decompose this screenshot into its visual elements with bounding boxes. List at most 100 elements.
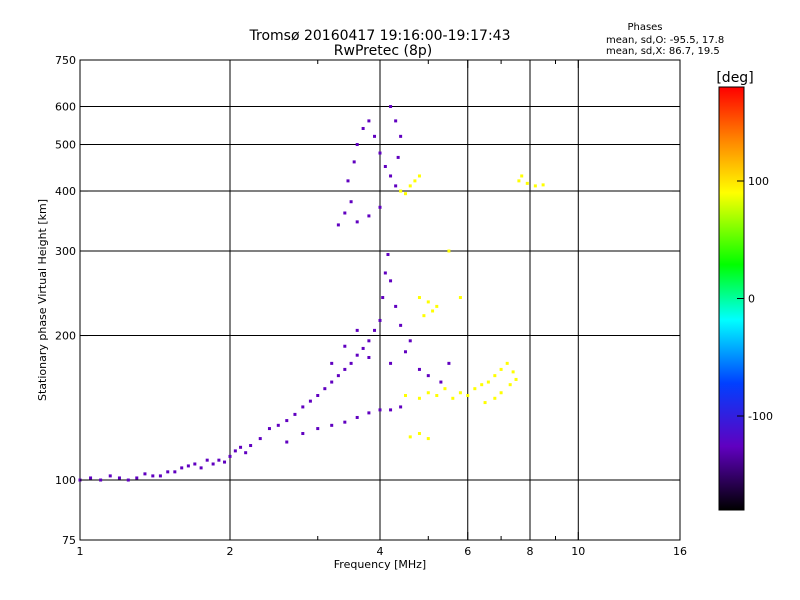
x-mode-point [533, 184, 537, 188]
x-mode-point [473, 387, 477, 391]
o-mode-point [349, 200, 353, 204]
x-mode-point [493, 396, 497, 400]
o-mode-point [193, 462, 197, 466]
o-mode-point [417, 367, 421, 371]
o-mode-point [293, 412, 297, 416]
o-mode-point [173, 470, 177, 474]
x-mode-point [480, 383, 484, 387]
y-tick-label: 100 [55, 474, 76, 487]
o-mode-point [367, 355, 371, 359]
o-mode-point [367, 119, 371, 123]
x-mode-point [493, 374, 497, 378]
o-mode-point [389, 174, 393, 178]
y-tick-label: 75 [62, 534, 76, 547]
o-mode-point [330, 423, 334, 427]
o-mode-point [186, 464, 190, 468]
o-mode-point [316, 394, 320, 398]
o-mode-point [180, 466, 184, 470]
x-mode-point [403, 192, 407, 196]
o-mode-point [205, 458, 209, 462]
y-axis-ticks: 75 100 200 300 400 500 600 750 [55, 54, 680, 547]
o-mode-point [394, 304, 398, 308]
o-mode-point [308, 399, 312, 403]
x-mode-point [408, 435, 412, 439]
o-mode-point [383, 271, 387, 275]
y-tick-label: 600 [55, 101, 76, 114]
o-mode-point [301, 432, 305, 436]
x-tick-label: 16 [673, 545, 687, 558]
o-mode-point [394, 184, 398, 188]
o-mode-point [367, 214, 371, 218]
o-mode-point [126, 478, 130, 482]
o-mode-point [367, 411, 371, 415]
o-mode-point [336, 223, 340, 227]
y-tick-label: 500 [55, 139, 76, 152]
o-mode-point [373, 328, 377, 332]
o-mode-point [447, 361, 451, 365]
o-mode-point [389, 408, 393, 412]
x-mode-point [399, 189, 403, 193]
o-mode-point [285, 419, 289, 423]
o-mode-point [355, 353, 359, 357]
o-mode-point [399, 405, 403, 409]
o-mode-point [223, 460, 227, 464]
o-mode-point [301, 405, 305, 409]
x-mode-point [413, 179, 417, 183]
grid-lines [80, 60, 680, 540]
o-mode-point [285, 440, 289, 444]
o-mode-point [258, 437, 262, 441]
o-mode-point [378, 408, 382, 412]
o-mode-point [426, 374, 430, 378]
o-mode-point [352, 160, 356, 164]
chart-title: Tromsø 20160417 19:16:00-19:17:43 [249, 28, 511, 44]
o-mode-point [403, 350, 407, 354]
x-mode-point [525, 181, 529, 185]
colorbar-unit: [deg] [716, 70, 753, 86]
o-mode-point [389, 361, 393, 365]
o-mode-point [361, 126, 365, 130]
o-mode-point [199, 466, 203, 470]
o-mode-point [408, 339, 412, 343]
phase-legend-x: mean, sd,X: 86.7, 19.5 [606, 46, 720, 57]
x-mode-point [511, 370, 515, 374]
o-mode-point [361, 346, 365, 350]
x-tick-label: 10 [571, 545, 585, 558]
o-mode-point [396, 155, 400, 159]
o-mode-point [389, 279, 393, 283]
o-mode-point [355, 143, 359, 147]
o-mode-point [349, 361, 353, 365]
x-mode-point [486, 380, 490, 384]
y-tick-label: 300 [55, 245, 76, 258]
x-mode-point [408, 184, 412, 188]
x-mode-point [514, 377, 518, 381]
x-tick-label: 4 [377, 545, 384, 558]
o-mode-point [276, 423, 280, 427]
o-mode-point [367, 339, 371, 343]
x-mode-point [541, 183, 545, 187]
x-mode-point [520, 174, 524, 178]
data-points [78, 105, 545, 482]
o-mode-point [233, 449, 237, 453]
o-mode-point [228, 454, 232, 458]
chart-subtitle: RwPretec (8p) [334, 43, 432, 59]
x-mode-point [458, 296, 462, 300]
o-mode-point [373, 134, 377, 138]
x-tick-label: 8 [527, 545, 534, 558]
o-mode-point [343, 211, 347, 215]
o-mode-point [399, 323, 403, 327]
o-mode-point [336, 374, 340, 378]
x-mode-point [505, 361, 509, 365]
x-mode-point [435, 394, 439, 398]
x-mode-point [426, 391, 430, 395]
x-mode-point [499, 367, 503, 371]
o-mode-point [117, 476, 121, 480]
o-mode-point [378, 318, 382, 322]
o-mode-point [151, 474, 155, 478]
o-mode-point [346, 179, 350, 183]
o-mode-point [343, 344, 347, 348]
x-axis-label: Frequency [MHz] [334, 558, 426, 571]
o-mode-point [378, 151, 382, 155]
colorbar-tick-label: 0 [748, 293, 755, 306]
colorbar: [deg] 100 0 -100 [716, 70, 773, 511]
o-mode-point [108, 474, 112, 478]
